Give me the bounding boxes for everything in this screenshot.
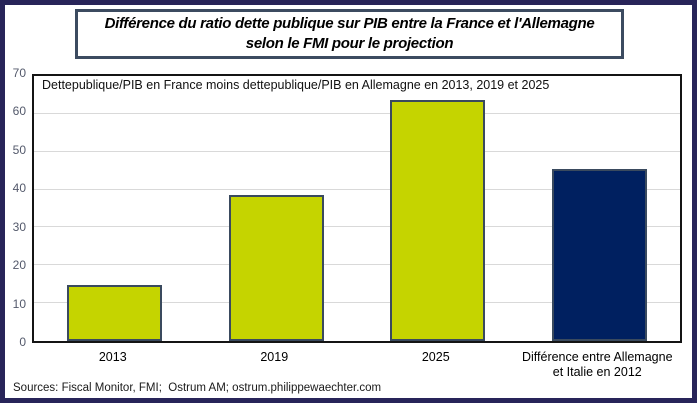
- chart-title-box: Différence du ratio dette publique sur P…: [75, 9, 624, 59]
- gridline-50: [34, 150, 680, 152]
- x-category-label-3: 2025: [421, 350, 450, 364]
- bar-2013: [67, 285, 163, 341]
- sources-note: Sources: Fiscal Monitor, FMI; Ostrum AM;…: [13, 382, 382, 394]
- bar-2025: [390, 99, 486, 341]
- gridline-20: [34, 264, 680, 266]
- y-tick-label-60: 60: [12, 104, 26, 119]
- y-tick-label-40: 40: [12, 181, 26, 196]
- bar-2019: [228, 194, 324, 341]
- x-category-label-4: Différence entre Allemagne et Italie en …: [521, 350, 673, 379]
- y-tick-label-20: 20: [12, 258, 26, 273]
- y-tick-label-50: 50: [12, 142, 26, 157]
- plot-area: [32, 74, 682, 343]
- y-tick-label-30: 30: [12, 219, 26, 234]
- bar-différence-entre-allemagne-et-italie-en-2012: [551, 168, 647, 341]
- x-category-label-1: 2013: [98, 350, 127, 364]
- y-tick-label-0: 0: [19, 335, 26, 349]
- y-tick-label-10: 10: [12, 296, 26, 311]
- chart-title: Différence du ratio dette publique sur P…: [104, 15, 595, 52]
- x-axis: 2013 2019 2025 Différence entre Allemagne e…: [32, 347, 682, 395]
- chart-subtitle: Dettepublique/PIB en France moins dettep…: [42, 78, 550, 92]
- x-category-label-2: 2019: [260, 350, 289, 364]
- gridline-10: [34, 302, 680, 304]
- gridline-30: [34, 226, 680, 228]
- gridline-60: [34, 112, 680, 114]
- y-axis: 0 10 20 30 40 50 60 70: [5, 66, 27, 349]
- gridline-40: [34, 188, 680, 190]
- y-tick-label-70: 70: [12, 66, 26, 80]
